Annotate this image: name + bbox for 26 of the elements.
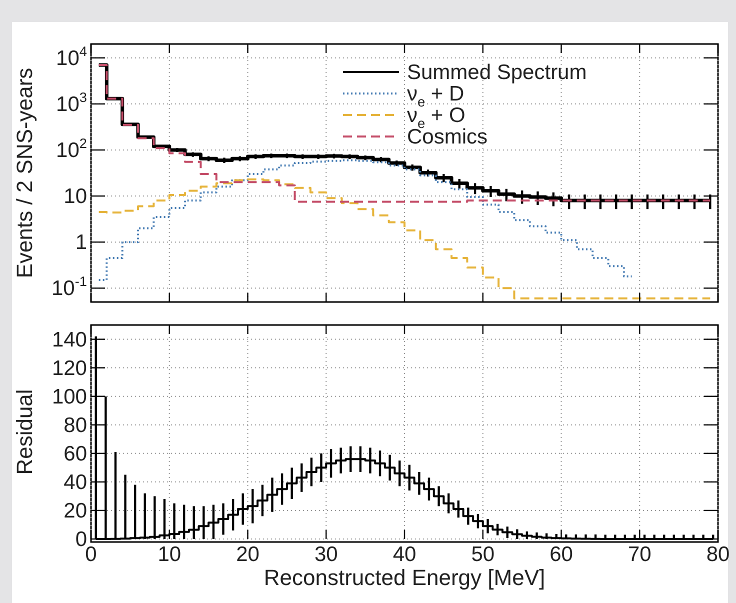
y-axis-title: Events / 2 SNS-years <box>12 68 37 278</box>
y-tick-label: 10 <box>64 185 87 208</box>
x-tick-label: 70 <box>628 543 652 566</box>
y-tick-label: 10$^{4}$ <box>56 44 88 70</box>
y-tick-label: 100 <box>52 385 87 408</box>
x-tick-label: 30 <box>314 543 338 566</box>
y-tick-label: 0 <box>75 528 87 551</box>
y-tick-label: 1 <box>75 231 87 254</box>
x-axis-title: Reconstructed Energy [MeV] <box>264 565 546 590</box>
y-axis-title: Residual <box>12 389 37 475</box>
y-tick-label: 10$^{-1}$ <box>52 274 87 300</box>
y-tick-label: 80 <box>64 414 87 437</box>
y-tick-label: 120 <box>52 356 87 380</box>
y-tick-label: 60 <box>64 442 87 466</box>
x-tick-label: 10 <box>158 543 182 566</box>
y-tick-label: 10$^{3}$ <box>56 90 87 116</box>
y-tick-label: 10$^{2}$ <box>56 136 87 162</box>
x-tick-label: 40 <box>392 543 416 566</box>
x-tick-label: 50 <box>471 543 495 566</box>
x-tick-label: 20 <box>236 543 260 566</box>
x-tick-label: 60 <box>550 543 573 566</box>
y-tick-label: 20 <box>64 499 87 522</box>
y-tick-label: 40 <box>64 470 87 494</box>
legend-label: Summed Spectrum <box>407 61 587 84</box>
x-tick-label: 80 <box>706 543 730 566</box>
y-tick-label: 140 <box>52 328 87 352</box>
